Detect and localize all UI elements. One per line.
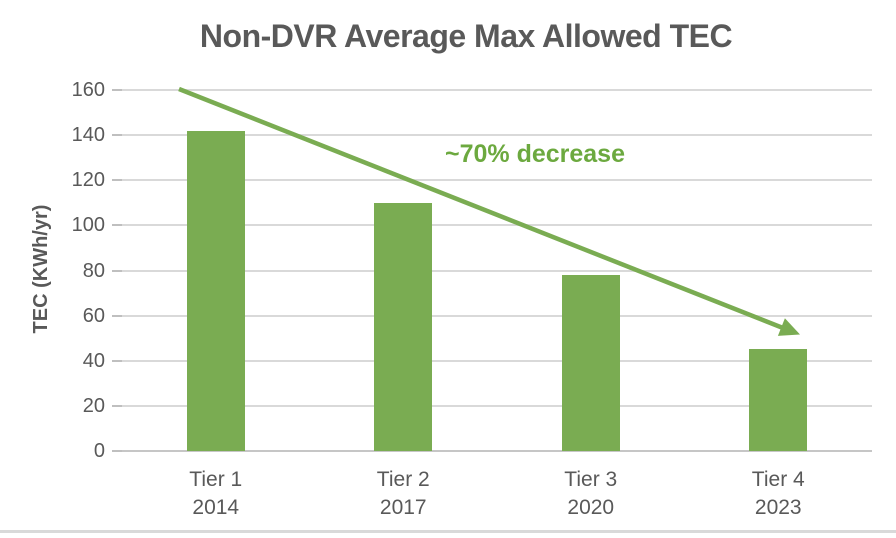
y-axis-tick [112, 450, 122, 452]
x-label-tier-1: Tier 1 2014 [126, 466, 306, 522]
y-axis-tick [112, 179, 122, 182]
y-tick-label: 80 [82, 259, 105, 282]
y-axis-tick [112, 269, 122, 272]
y-axis-tick [112, 359, 122, 362]
year-label: 2023 [754, 496, 802, 519]
y-axis-tick [112, 134, 122, 137]
bar-tier-2 [374, 202, 433, 451]
tier-label: Tier 3 [564, 468, 618, 491]
x-label-tier-2: Tier 2 2017 [313, 466, 493, 522]
tier-label: Tier 4 [751, 468, 805, 491]
y-axis-tick [112, 404, 122, 407]
y-axis-tick [112, 89, 122, 91]
y-tick-label: 60 [82, 304, 105, 327]
annotation-label: ~70% decrease [444, 140, 625, 168]
bar-tier-3 [561, 275, 620, 451]
x-label-tier-4: Tier 4 2023 [688, 466, 868, 522]
x-label-tier-3: Tier 3 2020 [501, 466, 681, 522]
y-tick-label: 20 [82, 394, 105, 417]
bar-tier-1 [186, 130, 245, 451]
year-label: 2014 [192, 496, 240, 519]
y-axis-tick [112, 314, 122, 317]
year-label: 2020 [567, 496, 615, 519]
y-tick-label: 160 [71, 79, 105, 101]
y-tick-label: 100 [71, 214, 105, 237]
y-tick-label: 120 [71, 169, 105, 192]
y-axis-tick [112, 224, 122, 227]
gridline [122, 359, 872, 362]
x-axis-baseline [122, 450, 872, 452]
bottom-divider [0, 530, 896, 533]
chart-title: Non-DVR Average Max Allowed TEC [199, 18, 733, 54]
gridline [122, 404, 872, 407]
year-label: 2017 [379, 496, 427, 519]
tier-label: Tier 1 [189, 468, 243, 491]
y-tick-label: 0 [93, 440, 105, 462]
gridline [122, 89, 872, 91]
bar-tier-4 [749, 349, 808, 451]
tier-label: Tier 2 [376, 468, 430, 491]
y-tick-label: 40 [82, 349, 105, 372]
y-tick-label: 140 [71, 124, 105, 147]
